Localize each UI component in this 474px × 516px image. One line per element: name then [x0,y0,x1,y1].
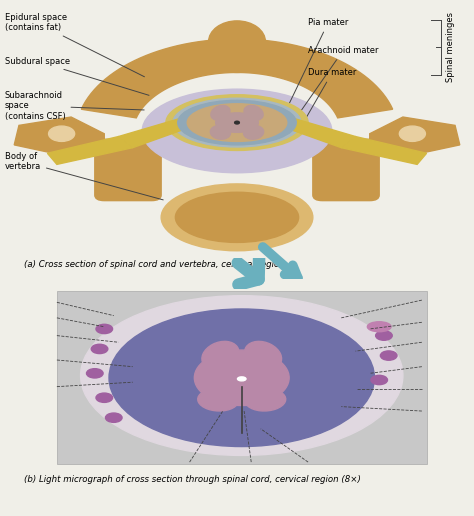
Ellipse shape [109,309,374,446]
Text: Subarachnoid
space
(contains CSF): Subarachnoid space (contains CSF) [5,91,144,121]
Text: (a) Cross section of spinal cord and vertebra, cervical region: (a) Cross section of spinal cord and ver… [24,260,284,269]
Text: Subdural space: Subdural space [5,57,149,95]
Ellipse shape [91,344,108,353]
Polygon shape [47,137,133,165]
Ellipse shape [96,393,113,402]
Text: (b) Light micrograph of cross section through spinal cord, cervical region (8×): (b) Light micrograph of cross section th… [24,475,361,484]
Ellipse shape [202,342,239,370]
Ellipse shape [245,389,286,411]
Ellipse shape [399,126,426,141]
Ellipse shape [237,377,246,381]
Ellipse shape [175,192,299,243]
FancyBboxPatch shape [95,139,161,201]
Ellipse shape [173,98,301,147]
Ellipse shape [86,368,103,378]
Ellipse shape [375,331,392,340]
Ellipse shape [161,184,313,251]
Polygon shape [118,117,187,148]
Ellipse shape [245,342,282,370]
Ellipse shape [178,100,296,145]
Ellipse shape [371,375,388,384]
Ellipse shape [187,104,287,141]
Text: Body of
vertebra: Body of vertebra [5,152,163,200]
Text: Spinal meninges: Spinal meninges [446,12,455,83]
Ellipse shape [216,50,258,72]
Ellipse shape [209,21,265,63]
Polygon shape [341,137,427,165]
Polygon shape [370,117,460,156]
Ellipse shape [367,322,391,332]
Ellipse shape [49,126,75,141]
Polygon shape [14,117,104,156]
Polygon shape [287,117,356,148]
Ellipse shape [194,350,289,406]
Ellipse shape [216,113,258,132]
Ellipse shape [96,324,113,334]
Text: Epidural space
(contains fat): Epidural space (contains fat) [5,12,145,77]
FancyBboxPatch shape [57,291,427,464]
Ellipse shape [244,105,263,120]
Ellipse shape [211,105,230,120]
Ellipse shape [210,125,230,139]
Text: Arachnoid mater: Arachnoid mater [300,45,379,112]
Ellipse shape [244,125,264,139]
FancyArrowPatch shape [263,247,298,278]
FancyBboxPatch shape [313,139,379,201]
Ellipse shape [235,121,239,124]
Ellipse shape [380,351,397,360]
Text: Pia mater: Pia mater [288,18,348,106]
Text: Dura mater: Dura mater [305,68,356,120]
FancyArrowPatch shape [238,259,259,285]
Ellipse shape [142,89,332,173]
Ellipse shape [166,95,308,151]
Ellipse shape [198,389,238,411]
Polygon shape [82,39,392,118]
Ellipse shape [105,413,122,423]
Ellipse shape [81,296,403,456]
